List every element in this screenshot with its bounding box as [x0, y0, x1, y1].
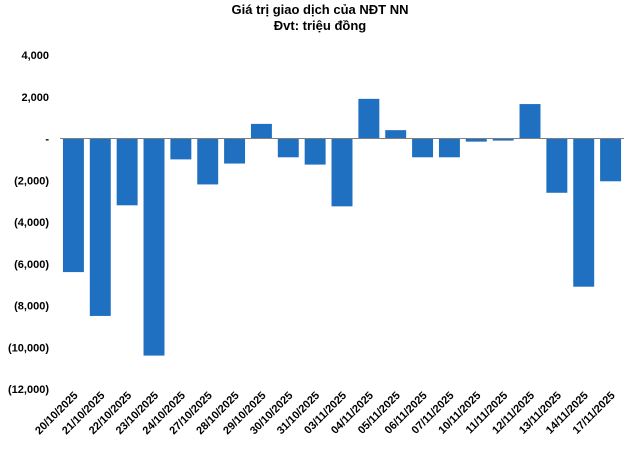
bar — [519, 104, 541, 139]
bar — [600, 138, 622, 182]
bar — [224, 138, 246, 164]
bar — [116, 138, 138, 206]
y-tick-label: (6,000) — [14, 259, 49, 271]
y-tick-label: 2,000 — [21, 92, 49, 104]
bar — [89, 138, 111, 316]
bar — [412, 138, 434, 158]
chart-subtitle: Đvt: triệu đồng — [273, 18, 367, 33]
bar-series — [62, 98, 622, 356]
bar — [250, 123, 272, 139]
bar — [277, 138, 299, 158]
bar — [143, 138, 165, 356]
bar — [358, 98, 380, 139]
bar — [546, 138, 568, 193]
bar — [304, 138, 326, 165]
bar — [573, 138, 595, 287]
y-axis: 4,000 2,000 - (2,000) (4,000) (6,000) (8,000) (… — [8, 50, 49, 396]
y-tick-label: (2,000) — [14, 175, 49, 187]
bar — [492, 138, 514, 141]
x-axis: 20/10/202521/10/202522/10/202523/10/2025… — [33, 390, 618, 437]
bar — [62, 138, 84, 273]
y-tick-label: 4,000 — [21, 50, 49, 62]
y-tick-label: - — [45, 134, 49, 146]
bar — [438, 138, 460, 158]
bar — [197, 138, 219, 185]
y-tick-label: (8,000) — [14, 301, 49, 313]
y-tick-label: (4,000) — [14, 217, 49, 229]
chart-title: Giá trị giao dịch của NĐT NN — [231, 2, 409, 17]
bar — [170, 138, 192, 160]
y-tick-label: (10,000) — [8, 342, 49, 354]
y-tick-label: (12,000) — [8, 384, 49, 396]
bar — [385, 130, 407, 139]
bar — [331, 138, 353, 207]
bar — [465, 138, 487, 142]
